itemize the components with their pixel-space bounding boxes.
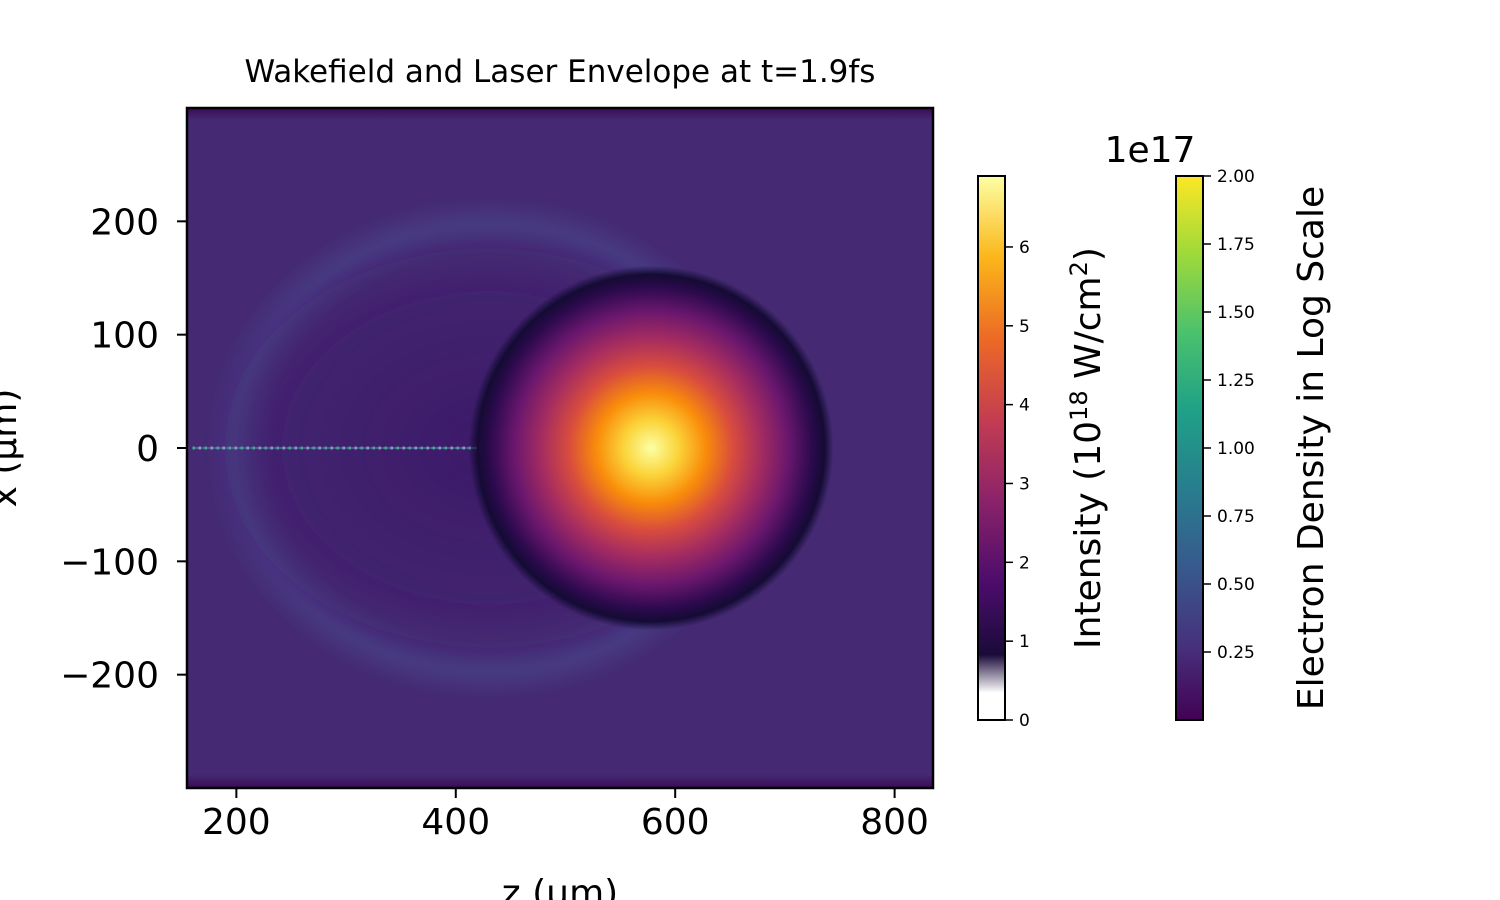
beam-speck [330,446,333,450]
beam-speck [252,446,255,450]
y-tick-label: −100 [60,542,159,583]
colorbar-tick-label: 1.25 [1217,371,1255,391]
beam-speck [438,446,441,450]
x-axis-label: z (μm) [502,873,618,900]
colorbar-tick-label: 1.50 [1217,303,1255,323]
density-colorbar-offset: 1e17 [1105,130,1196,171]
beam-speck [222,446,225,450]
colorbar-tick-label: 2.00 [1217,167,1255,187]
beam-speck [402,446,405,450]
y-axis: 200 100 0 −100 −200 [60,202,187,697]
beam-speck [300,446,303,450]
beam-speck [318,446,321,450]
beam-speck [384,446,387,450]
intensity-colorbar-ticks: 0 1 2 3 4 5 6 [1005,238,1030,731]
colorbar-tick-label: 0.50 [1217,575,1255,595]
beam-speck [420,446,423,450]
edge-depletion-bottom [187,774,933,788]
beam-speck [324,446,327,450]
beam-speck [408,446,411,450]
colorbar-tick-label: 5 [1019,317,1030,337]
beam-speck [294,446,297,450]
beam-speck [234,446,237,450]
y-tick-label: −200 [60,656,159,697]
beam-speck [444,446,447,450]
colorbar-tick-label: 6 [1019,238,1030,258]
beam-speck [198,446,201,450]
beam-speck [228,446,231,450]
beam-speck [246,446,249,450]
beam-speck [360,446,363,450]
colorbar-tick-label: 2 [1019,553,1030,573]
density-colorbar: 0.25 0.50 0.75 1.00 1.25 1.50 1.75 2.00 1e17 El… [1105,130,1332,721]
beam-speck [192,446,195,450]
y-axis-label: x (μm) [0,389,25,508]
beam-speck [372,446,375,450]
density-colorbar-ticks: 0.25 0.50 0.75 1.00 1.25 1.50 1.75 2.00 [1203,167,1255,663]
beam-speck [312,446,315,450]
beam-speck [210,446,213,450]
x-tick-label: 400 [421,802,490,843]
beam-speck [270,446,273,450]
beam-speck [378,446,381,450]
laser-envelope [468,265,834,631]
beam-speck [450,446,453,450]
beam-speck [216,446,219,450]
beam-speck [336,446,339,450]
intensity-colorbar: 0 1 2 3 4 5 6 Intensity (1018 W/cm2) [977,175,1109,731]
colorbar-tick-label: 0.75 [1217,507,1255,527]
beam-speck [258,446,261,450]
chart-title: Wakefield and Laser Envelope at t=1.9fs [245,54,876,90]
beam-speck [276,446,279,450]
density-colorbar-gradient [1175,175,1204,721]
colorbar-tick-label: 0 [1019,711,1030,731]
beam-speck [264,446,267,450]
y-tick-label: 100 [90,316,159,357]
beam-speck [204,446,207,450]
density-colorbar-label: Electron Density in Log Scale [1291,186,1332,710]
beam-speck [456,446,459,450]
colorbar-tick-label: 0.25 [1217,643,1255,663]
colorbar-tick-label: 1 [1019,632,1030,652]
edge-depletion-top [187,108,933,120]
x-tick-label: 800 [860,802,929,843]
colorbar-tick-label: 3 [1019,474,1030,494]
beam-speck [348,446,351,450]
beam-speck [306,446,309,450]
x-axis: 200 400 600 800 [202,788,929,843]
colorbar-tick-label: 4 [1019,396,1030,416]
intensity-colorbar-label: Intensity (1018 W/cm2) [1065,247,1109,649]
beam-speck [282,446,285,450]
beam-speck [342,446,345,450]
x-tick-label: 600 [641,802,710,843]
beam-speck [366,446,369,450]
beam-speck [462,446,465,450]
colorbar-tick-label: 1.00 [1217,439,1255,459]
colorbar-tick-label: 1.75 [1217,235,1255,255]
beam-speck [354,446,357,450]
beam-speck [426,446,429,450]
beam-speck [396,446,399,450]
heatmap-area [187,108,933,788]
beam-speck [240,446,243,450]
beam-speck [390,446,393,450]
y-tick-label: 200 [90,202,159,243]
beam-speck [414,446,417,450]
beam-speck [288,446,291,450]
y-tick-label: 0 [136,429,159,470]
x-tick-label: 200 [202,802,271,843]
intensity-colorbar-gradient [977,175,1006,721]
beam-speck [432,446,435,450]
